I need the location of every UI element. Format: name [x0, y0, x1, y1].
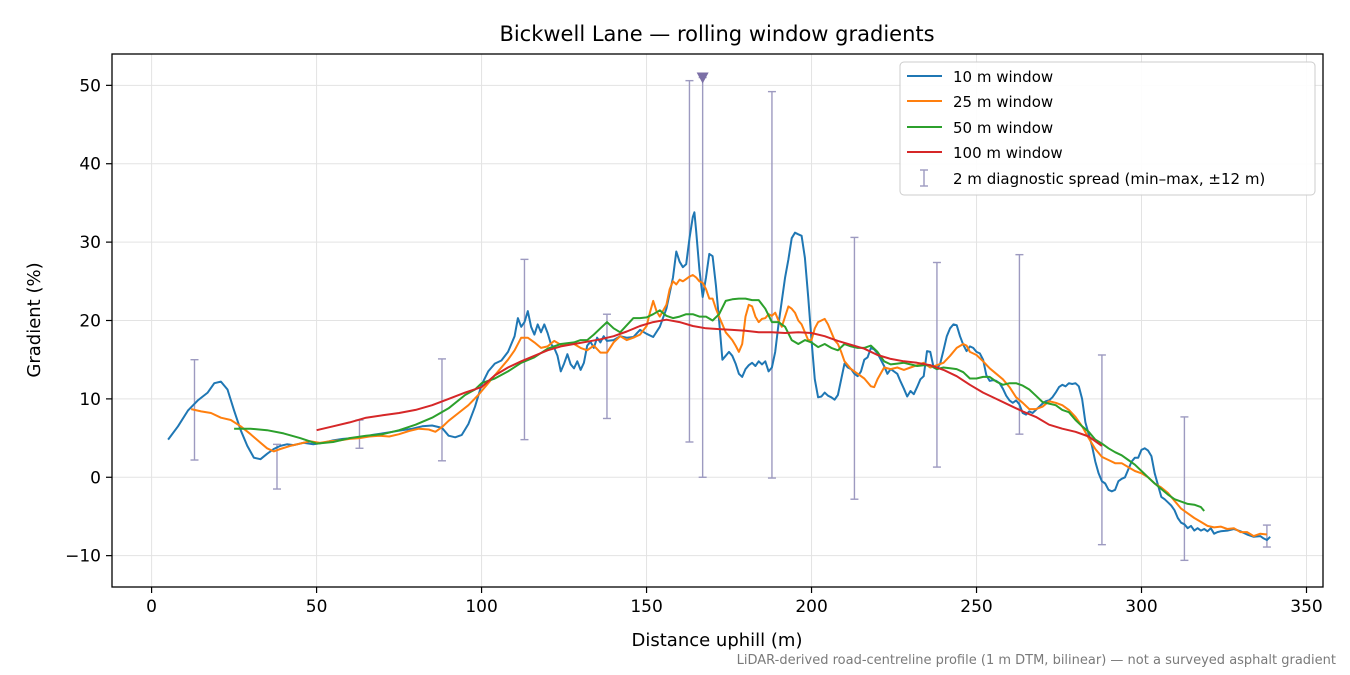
x-tick-label: 150 — [630, 597, 662, 617]
footnote: LiDAR-derived road-centreline profile (1… — [737, 653, 1336, 668]
legend-label-100m: 100 m window — [953, 144, 1063, 162]
series-line-w10 — [167, 211, 1271, 541]
axis-ticks: 0 50 100 150 200 250 300 350 −10 0 10 20 30 40 50 — [65, 76, 1323, 617]
y-tick-label: 10 — [79, 390, 101, 410]
spread-errorbar — [685, 79, 694, 443]
spread-errorbar — [1097, 354, 1106, 546]
legend-label-spread: 2 m diagnostic spread (min–max, ±12 m) — [953, 170, 1265, 188]
series-line-w100 — [316, 318, 1103, 447]
x-tick-label: 50 — [306, 597, 328, 617]
series-line-w25 — [190, 274, 1268, 538]
x-axis-label: Distance uphill (m) — [632, 630, 803, 651]
legend-frame — [899, 61, 1316, 196]
max-marker — [696, 72, 709, 84]
x-tick-label: 100 — [465, 597, 497, 617]
y-tick-label: 20 — [79, 312, 101, 332]
legend: 10 m window 25 m window 50 m window 100 … — [899, 61, 1316, 196]
x-tick-label: 200 — [795, 597, 827, 617]
spread-errorbar — [272, 443, 281, 490]
y-tick-label: 0 — [90, 468, 101, 488]
chart-title: Bickwell Lane — rolling window gradients — [499, 22, 934, 46]
y-axis-label: Gradient (%) — [24, 262, 45, 377]
spread-errorbar — [355, 419, 364, 449]
x-tick-label: 250 — [960, 597, 992, 617]
legend-label-25m: 25 m window — [953, 93, 1053, 111]
y-tick-label: 50 — [79, 76, 101, 96]
y-tick-label: 30 — [79, 233, 101, 253]
spread-errorbar — [1180, 416, 1189, 562]
series-line-w50 — [234, 297, 1205, 512]
y-tick-label: −10 — [65, 547, 101, 567]
data-layer — [167, 72, 1271, 562]
spread-errorbar — [1262, 524, 1271, 548]
spread-errorbar — [767, 90, 776, 479]
spread-errorbar — [437, 358, 446, 462]
x-tick-label: 300 — [1125, 597, 1157, 617]
spread-errorbar — [602, 313, 611, 420]
legend-label-10m: 10 m window — [953, 68, 1053, 86]
spread-errorbar — [850, 236, 859, 500]
x-tick-label: 350 — [1290, 597, 1322, 617]
spread-errorbar — [520, 258, 529, 441]
x-tick-label: 0 — [146, 597, 157, 617]
legend-label-50m: 50 m window — [953, 119, 1053, 137]
y-tick-label: 40 — [79, 155, 101, 175]
legend-swatch-spread — [920, 169, 928, 187]
